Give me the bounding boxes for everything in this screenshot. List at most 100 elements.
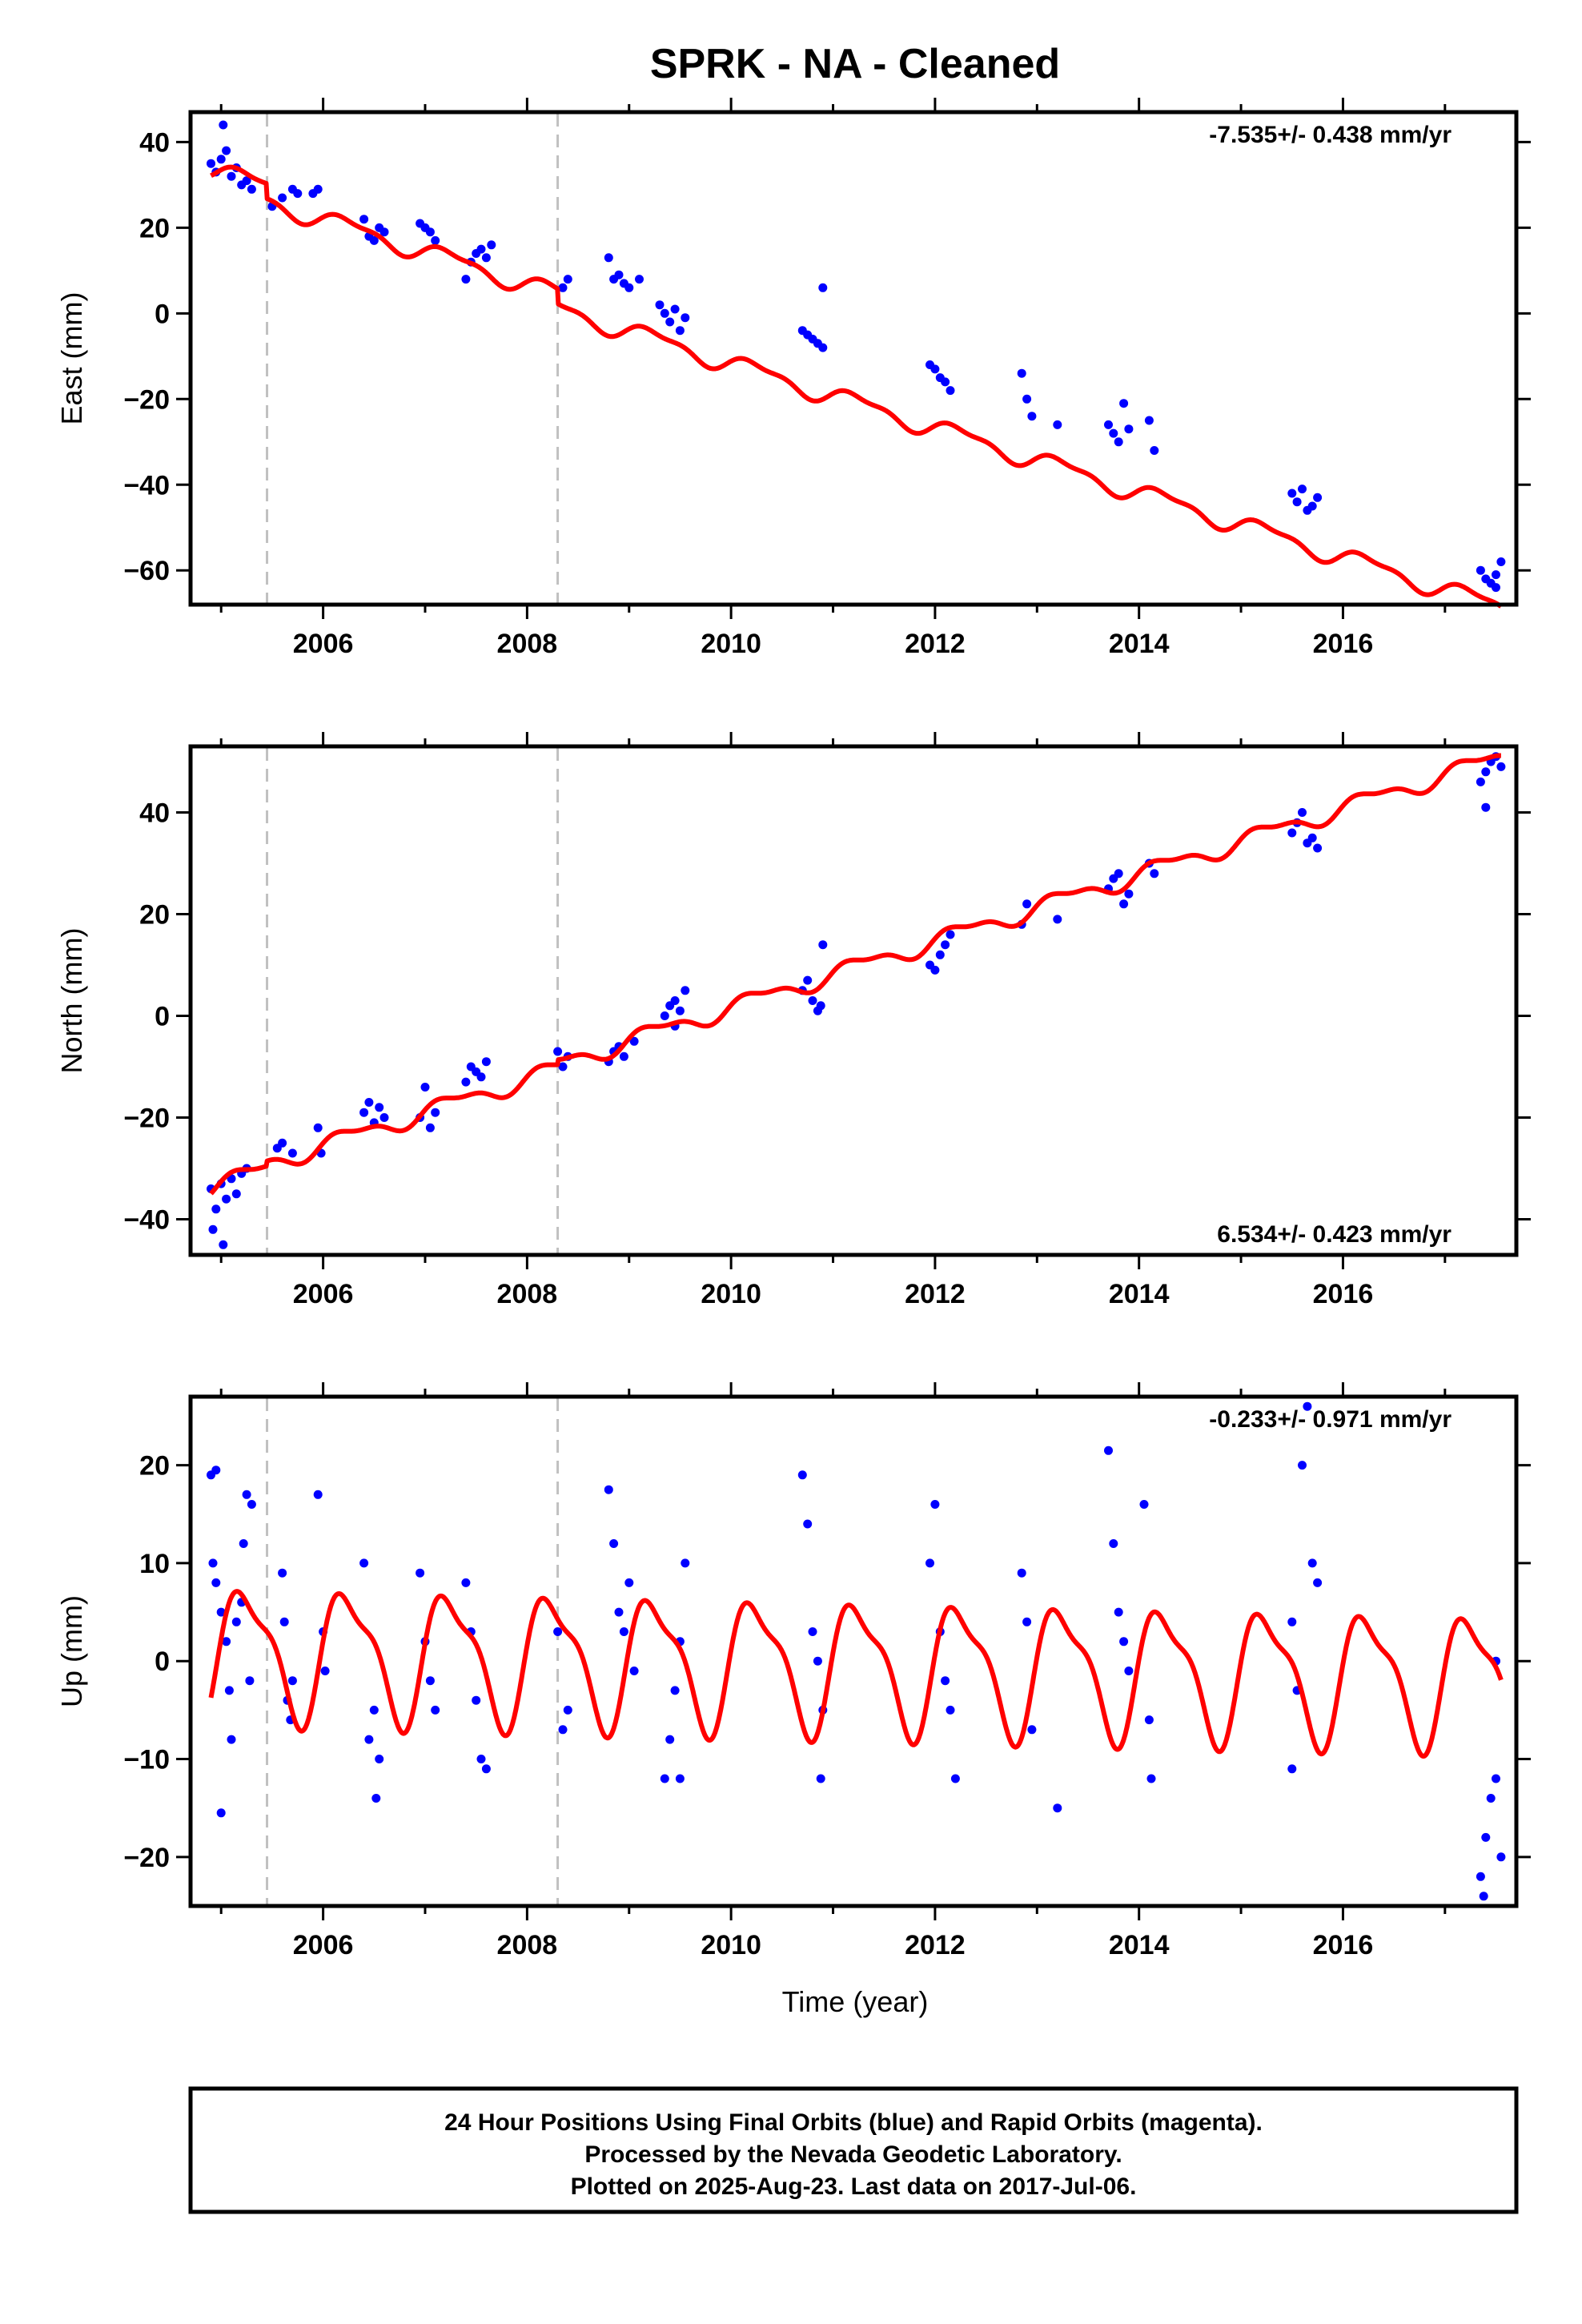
north-data-point bbox=[1496, 762, 1506, 771]
north-data-point bbox=[1114, 869, 1123, 879]
east-data-point bbox=[1492, 570, 1500, 580]
east-data-point bbox=[247, 184, 256, 194]
up-data-point bbox=[224, 1686, 234, 1695]
up-data-point bbox=[231, 1617, 241, 1626]
east-data-point bbox=[1104, 420, 1113, 429]
east-model-fit-line bbox=[209, 164, 1503, 609]
north-data-point bbox=[1481, 802, 1491, 812]
north-data-point bbox=[431, 1108, 440, 1117]
east-data-point bbox=[293, 189, 303, 199]
up-panel: 2006 2008 2010 2012 2014 2016 −20 −10 0 10 20 Up (m… bbox=[55, 1382, 1531, 1960]
up-data-point bbox=[681, 1558, 690, 1568]
east-data-point bbox=[941, 377, 950, 387]
up-data-point bbox=[359, 1558, 369, 1568]
north-data-point bbox=[379, 1113, 389, 1122]
north-panel: 2006 2008 2010 2012 2014 2016 −40 −20 0 20 40 North… bbox=[55, 732, 1531, 1309]
north-data-point bbox=[1307, 833, 1317, 842]
up-y-tick-label: −20 bbox=[123, 1843, 170, 1873]
north-y-tick-label: −40 bbox=[123, 1205, 170, 1236]
up-data-point bbox=[247, 1500, 256, 1509]
up-data-point bbox=[1119, 1637, 1129, 1647]
north-data-point bbox=[425, 1123, 435, 1132]
north-data-point bbox=[558, 1062, 568, 1072]
north-data-point bbox=[818, 940, 828, 950]
east-data-point bbox=[818, 283, 828, 292]
east-data-point bbox=[1053, 420, 1062, 429]
east-data-point bbox=[242, 176, 251, 186]
north-data-point bbox=[1287, 828, 1297, 838]
north-data-point bbox=[681, 986, 690, 995]
north-data-point bbox=[481, 1057, 491, 1067]
east-data-point bbox=[655, 300, 665, 310]
up-data-point bbox=[1022, 1617, 1032, 1626]
up-data-point bbox=[216, 1607, 226, 1617]
up-y-tick-label: 10 bbox=[139, 1549, 170, 1579]
north-y-tick-label: 0 bbox=[155, 1002, 170, 1032]
up-data-point bbox=[222, 1637, 231, 1647]
up-data-point bbox=[926, 1558, 934, 1568]
north-data-point bbox=[461, 1077, 471, 1087]
east-data-point bbox=[313, 184, 323, 194]
footer-line-1: 24 Hour Positions Using Final Orbits (bl… bbox=[444, 2109, 1263, 2136]
east-data-point bbox=[487, 240, 496, 250]
east-data-point bbox=[665, 317, 675, 327]
up-data-point bbox=[1476, 1872, 1485, 1881]
east-data-point bbox=[481, 253, 491, 263]
north-data-point bbox=[941, 940, 950, 950]
east-data-point bbox=[1492, 583, 1500, 593]
east-data-point bbox=[635, 275, 644, 284]
east-data-point bbox=[675, 326, 685, 336]
chart-title: SPRK - NA - Cleaned bbox=[650, 41, 1060, 87]
east-data-point bbox=[1150, 446, 1159, 455]
up-plot-frame bbox=[188, 1394, 1519, 1908]
up-data-point bbox=[287, 1676, 297, 1686]
north-data-point bbox=[1476, 777, 1485, 786]
up-data-point bbox=[208, 1558, 218, 1568]
up-data-point bbox=[675, 1774, 685, 1783]
up-x-tick-label: 2006 bbox=[293, 1930, 354, 1960]
up-data-point bbox=[803, 1519, 813, 1529]
up-data-point bbox=[425, 1676, 435, 1686]
up-data-point bbox=[1303, 1401, 1312, 1411]
east-data-point bbox=[476, 244, 486, 254]
north-data-point bbox=[1481, 767, 1491, 777]
up-data-point bbox=[1307, 1558, 1317, 1568]
up-data-point bbox=[619, 1627, 628, 1636]
up-data-point bbox=[797, 1470, 807, 1480]
up-data-point bbox=[431, 1705, 440, 1715]
north-rate-label: 6.534+/- 0.423 mm/yr bbox=[1217, 1221, 1452, 1248]
east-data-point bbox=[1144, 416, 1154, 425]
up-data-point bbox=[1146, 1774, 1156, 1783]
north-data-point bbox=[211, 1204, 221, 1214]
north-data-point bbox=[553, 1047, 563, 1056]
east-data-point bbox=[1114, 437, 1123, 447]
east-data-point bbox=[1017, 368, 1026, 378]
up-data-point bbox=[476, 1755, 486, 1763]
north-data-point bbox=[1150, 869, 1159, 879]
north-data-point bbox=[208, 1224, 218, 1234]
footer-line-3: Plotted on 2025-Aug-23. Last data on 201… bbox=[571, 2173, 1137, 2200]
up-y-tick-label: −10 bbox=[123, 1745, 170, 1775]
up-data-point bbox=[1109, 1539, 1118, 1548]
east-data-point bbox=[1496, 557, 1506, 566]
east-y-tick-label: 0 bbox=[155, 299, 170, 329]
east-data-point bbox=[558, 283, 568, 292]
north-data-point bbox=[803, 975, 813, 985]
north-data-point bbox=[1053, 915, 1062, 924]
north-data-point bbox=[930, 965, 940, 975]
north-x-tick-label: 2012 bbox=[905, 1279, 966, 1309]
up-data-point bbox=[1486, 1794, 1496, 1803]
east-data-point bbox=[216, 155, 226, 164]
up-y-tick-label: 0 bbox=[155, 1647, 170, 1677]
north-data-point bbox=[629, 1036, 639, 1046]
up-data-point bbox=[941, 1676, 950, 1686]
north-y-tick-label: 20 bbox=[139, 900, 170, 931]
up-data-point bbox=[553, 1627, 563, 1636]
east-rate-label: -7.535+/- 0.438 mm/yr bbox=[1209, 122, 1452, 148]
east-data-point bbox=[624, 283, 634, 292]
east-data-point bbox=[1119, 399, 1129, 408]
x-axis-label: Time (year) bbox=[782, 1985, 929, 2018]
east-data-point bbox=[946, 386, 955, 396]
up-data-point bbox=[1104, 1445, 1113, 1455]
east-x-tick-label: 2010 bbox=[701, 629, 761, 659]
